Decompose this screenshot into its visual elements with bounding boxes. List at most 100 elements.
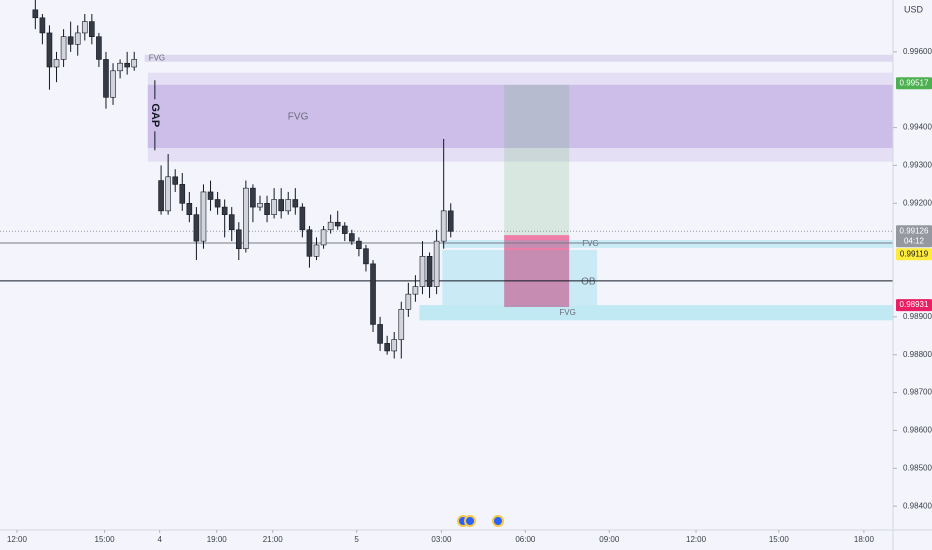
zone — [504, 235, 570, 308]
candle-body — [264, 202, 270, 215]
x-tick-label: 15:00 — [95, 535, 116, 544]
price-label: 0.98931 — [900, 300, 929, 309]
price-label-bg — [896, 248, 932, 261]
candle-body — [363, 248, 369, 265]
candle-body — [207, 191, 214, 200]
candle-body — [306, 229, 313, 257]
zone — [147, 72, 894, 162]
zone-label: FVG — [288, 111, 309, 122]
candle-body — [96, 36, 102, 60]
y-tick-label: 0.98500 — [903, 463, 932, 472]
y-tick-label: 0.98700 — [903, 388, 932, 397]
candle-body — [419, 255, 426, 287]
zone-label: OB — [581, 276, 596, 287]
candle-body — [228, 214, 235, 231]
price-label-bg — [896, 225, 932, 248]
zone — [442, 249, 598, 306]
candle-body — [285, 199, 292, 212]
candle-body — [179, 184, 186, 204]
candle-body — [67, 36, 74, 45]
y-tick-label: 0.99600 — [903, 47, 932, 56]
candle-body — [250, 187, 256, 208]
candle-body — [292, 199, 299, 208]
gap-label: GAP — [149, 103, 161, 127]
event-icon[interactable] — [464, 515, 476, 527]
x-tick-label: 18:00 — [854, 535, 875, 544]
candle-body — [103, 59, 109, 98]
candle-body — [110, 70, 116, 98]
candle-body — [313, 244, 320, 257]
candle-body — [74, 32, 81, 45]
candle-body — [341, 225, 348, 234]
price-label: 0.99126 — [900, 226, 929, 235]
candle-body — [117, 62, 123, 72]
candle-body — [200, 191, 207, 242]
price-label: 0.99119 — [900, 249, 929, 258]
currency: USD — [904, 4, 924, 14]
candle-body — [391, 339, 398, 352]
event-icons — [457, 515, 504, 527]
candle-body — [320, 229, 327, 246]
y-tick-label: 0.99300 — [903, 161, 932, 170]
candle-body — [165, 176, 171, 212]
x-tick-label: 09:00 — [599, 535, 620, 544]
event-icon[interactable] — [492, 515, 504, 527]
x-tick-label: 4 — [157, 535, 162, 544]
candle-body — [124, 62, 130, 68]
x-tick-label: 12:00 — [686, 535, 707, 544]
candle-body — [440, 210, 447, 242]
candle-body — [433, 240, 440, 287]
y-tick-label: 0.98900 — [903, 312, 932, 321]
x-tick-label: 03:00 — [431, 535, 452, 544]
candle-body — [349, 233, 355, 242]
x-tick-label: 21:00 — [263, 535, 284, 544]
candle-body — [193, 214, 200, 242]
candle-body — [158, 180, 164, 212]
y-tick-label: 0.99400 — [903, 123, 932, 132]
candle-body — [327, 221, 334, 231]
countdown: 04:12 — [904, 236, 925, 245]
plot-area: FVG FVG FVG OB FVG GAP — [0, 0, 894, 359]
candle-body — [60, 36, 67, 60]
candle-body — [186, 202, 193, 215]
candle-body — [53, 59, 60, 68]
zone — [419, 305, 893, 321]
y-tick-label: 0.99200 — [903, 198, 932, 207]
candle-body — [214, 199, 221, 208]
zone-label: FVG — [149, 53, 165, 62]
zone — [442, 240, 893, 248]
candle-body — [299, 206, 306, 231]
candle-body — [257, 202, 263, 208]
x-tick-label: 5 — [354, 535, 359, 544]
candle-body — [447, 210, 454, 232]
candle-body — [412, 286, 419, 295]
price-label-bg — [896, 299, 932, 312]
candle-body — [398, 308, 405, 340]
candle-body — [235, 229, 242, 250]
zone — [147, 84, 894, 149]
y-tick-label: 0.98800 — [903, 350, 932, 359]
zone-label: FVG — [582, 239, 598, 248]
y-tick-label: 0.98400 — [903, 501, 932, 510]
candle-body — [172, 176, 179, 185]
candle-body — [271, 199, 277, 215]
candle-body — [334, 221, 341, 227]
price-label-bg — [896, 77, 932, 90]
candle-body — [221, 206, 228, 215]
candle-body — [243, 187, 249, 250]
candle-body — [32, 9, 39, 19]
price-label: 0.99517 — [900, 78, 929, 87]
candle-body — [377, 324, 383, 344]
zone-label: FVG — [559, 308, 575, 317]
candle-body — [39, 17, 46, 34]
candle-body — [405, 293, 412, 310]
candle-body — [370, 263, 376, 325]
candle-body — [278, 199, 284, 212]
zone — [504, 84, 570, 236]
candle-body — [46, 32, 53, 68]
x-tick-label: 15:00 — [769, 535, 790, 544]
candle-body — [356, 240, 362, 250]
zone — [144, 54, 894, 62]
